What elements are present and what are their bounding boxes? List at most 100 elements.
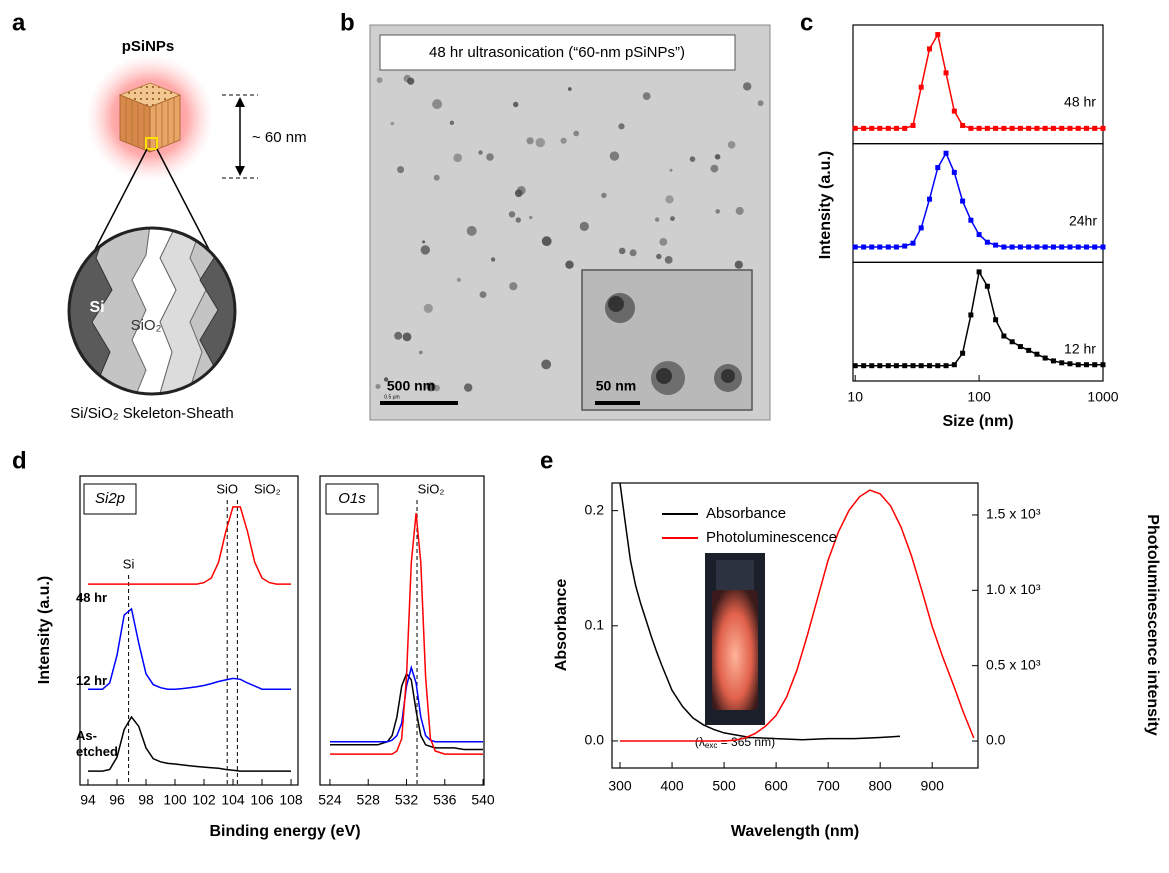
panel-label: e [540, 447, 553, 474]
data-point [852, 125, 858, 131]
x-axis-label: Wavelength (nm) [731, 823, 859, 840]
data-point [968, 312, 974, 318]
data-point [1026, 347, 1032, 353]
data-point [1100, 125, 1106, 131]
inset-scale-bar-label: 50 nm [596, 378, 636, 394]
particle [535, 137, 545, 148]
particle [423, 303, 433, 313]
particle [432, 99, 443, 110]
y2-tick-label: 1.5 x 10³ [986, 506, 1041, 522]
data-point [918, 84, 924, 90]
x-tick-label: 400 [660, 778, 684, 794]
data-point [927, 46, 933, 52]
data-point [910, 122, 916, 128]
particle [402, 332, 412, 342]
particle [609, 151, 620, 161]
x-tick-label: 10 [847, 389, 863, 405]
y-axis-label: Intensity (a.u.) [36, 576, 53, 684]
x-tick-label: 524 [318, 792, 342, 808]
x-tick-label: 528 [357, 792, 381, 808]
panel-label: b [340, 9, 355, 36]
data-point [1100, 362, 1106, 368]
particle [508, 211, 516, 218]
title-box [325, 483, 379, 515]
data-point [968, 125, 974, 131]
particle [670, 216, 675, 222]
x-tick-label: 900 [921, 778, 945, 794]
schematic: pSiNPs ~ 60 nm Si SiO₂ Si/SiO₂ Skeleton-… [67, 38, 307, 422]
data-point [968, 217, 974, 223]
plot-frame [319, 475, 485, 786]
data-point [910, 363, 916, 369]
x-tick-label: 102 [192, 792, 216, 808]
particles [375, 74, 764, 392]
zoom-circle [67, 226, 237, 396]
particle [464, 383, 473, 392]
data-point [1001, 125, 1007, 131]
data-point [918, 225, 924, 231]
x-tick-label: 700 [816, 778, 840, 794]
data-point [943, 70, 949, 76]
x-tick-label: 100 [967, 389, 991, 405]
particle [479, 291, 487, 298]
particle [656, 253, 662, 260]
data-point [1050, 125, 1056, 131]
data-point [1026, 125, 1032, 131]
data-point [877, 244, 883, 250]
particle [486, 153, 494, 161]
particle [433, 174, 440, 181]
data-point [951, 169, 957, 175]
particle [629, 249, 637, 257]
panel-label: a [12, 9, 26, 36]
y2-tick-label: 0.5 x 10³ [986, 656, 1041, 672]
particle [422, 240, 426, 244]
data-point [877, 363, 883, 369]
data-point [1050, 358, 1056, 364]
data-point [951, 362, 957, 368]
particle [573, 130, 580, 137]
data-point [1083, 125, 1089, 131]
data-point [1017, 244, 1023, 250]
particle [665, 195, 674, 204]
x-tick-label: 108 [279, 792, 303, 808]
particle [655, 217, 660, 222]
data-point [1075, 244, 1081, 250]
particle [453, 153, 463, 163]
plot-frame [611, 482, 979, 769]
data-point [852, 363, 858, 369]
y-axis-label: Absorbance [553, 579, 570, 672]
reference-label: SiO₂ [418, 481, 445, 496]
charts: 10 100 1000 48 hr 24hr 12 hr Size (nm) Intensit… [36, 24, 1161, 840]
data-point [1092, 244, 1098, 250]
zoom-box [145, 137, 158, 150]
particle [714, 154, 721, 160]
series-line [88, 715, 291, 772]
data-point [1042, 355, 1048, 361]
data-point [935, 165, 941, 171]
series-label: 48 hr [76, 590, 108, 605]
x-tick-label: 94 [80, 792, 96, 808]
plot-frame [852, 261, 1104, 382]
data-point [1059, 244, 1065, 250]
panel-title: O1s [338, 490, 366, 507]
particle [601, 192, 607, 199]
series-line [88, 607, 291, 690]
particle [426, 382, 436, 392]
particle [456, 277, 461, 282]
particle [743, 82, 752, 91]
arrow-head [235, 97, 245, 107]
series-label: 24hr [1069, 213, 1097, 229]
particle [579, 221, 589, 231]
particle [390, 121, 395, 126]
data-point [976, 232, 982, 238]
particle [541, 236, 552, 247]
data-point [1034, 244, 1040, 250]
panel-title: Si2p [95, 490, 125, 507]
layer-label: Si [89, 299, 104, 316]
particle [715, 209, 720, 214]
tem-image: 48 hr ultrasonication (“60-nm pSiNPs”) 5… [369, 24, 771, 421]
inset-particles [605, 293, 742, 395]
data-point [984, 125, 990, 131]
series-line [330, 513, 483, 755]
data-point [869, 125, 875, 131]
